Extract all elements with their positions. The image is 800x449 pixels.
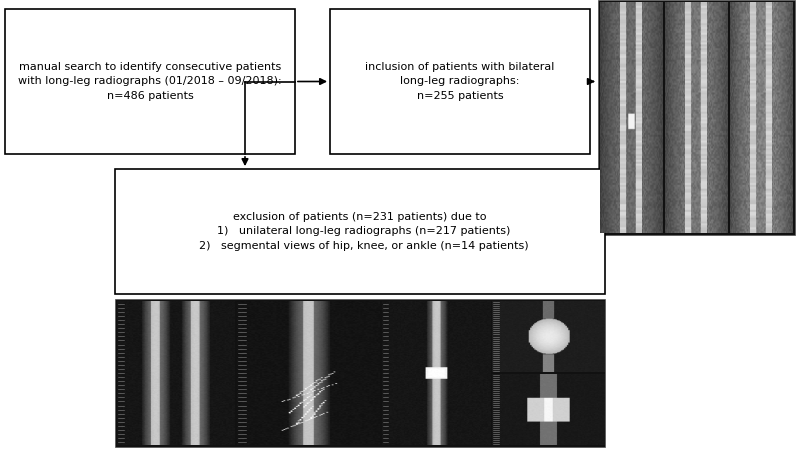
Text: inclusion of patients with bilateral
long-leg radiographs:
n=255 patients: inclusion of patients with bilateral lon…: [366, 62, 554, 101]
Bar: [115, 169, 605, 294]
Text: manual search to identify consecutive patients
with long-leg radiographs (01/201: manual search to identify consecutive pa…: [18, 62, 282, 101]
Bar: [115, 299, 605, 447]
Text: exclusion of patients (n=231 patients) due to
  1)   unilateral long-leg radiogr: exclusion of patients (n=231 patients) d…: [192, 211, 528, 251]
Bar: [330, 9, 590, 154]
Bar: [598, 0, 795, 235]
Bar: [5, 9, 295, 154]
